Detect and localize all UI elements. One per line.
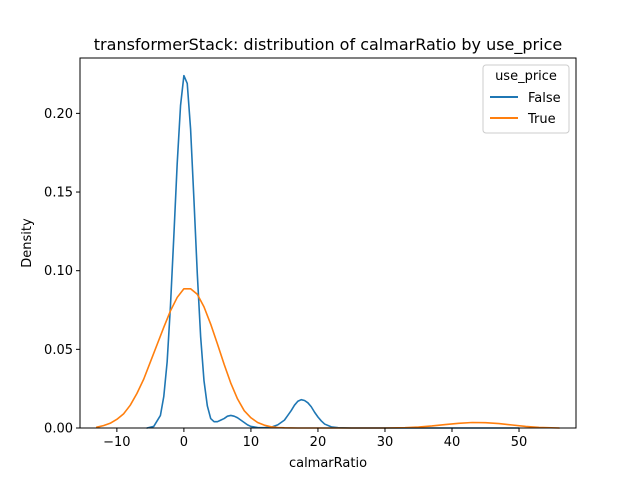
x-tick-label: 10 [243, 435, 260, 450]
legend: use_price False True [482, 64, 570, 134]
x-axis-label: calmarRatio [289, 456, 367, 471]
y-tick-label: 0.05 [44, 343, 73, 358]
x-tick-label: 40 [444, 435, 461, 450]
axes-frame [79, 57, 577, 429]
legend-label-true: True [527, 112, 556, 127]
plot-area [95, 74, 561, 429]
y-tick-label: 0.15 [44, 186, 73, 201]
x-tick-label: 30 [377, 435, 394, 450]
x-tick-label: 0 [180, 435, 188, 450]
x-tick-label: 20 [310, 435, 327, 450]
y-tick-label: 0.20 [44, 107, 73, 122]
legend-title: use_price [495, 69, 557, 84]
legend-box [482, 64, 570, 134]
x-tick-label: −10 [103, 435, 130, 450]
y-tick-label: 0.00 [44, 422, 73, 437]
series-line-true [95, 287, 561, 429]
chart-title: transformerStack: distribution of calmar… [94, 35, 562, 55]
legend-label-false: False [528, 91, 561, 106]
x-tick-label: 50 [511, 435, 528, 450]
y-axis-label: Density [20, 218, 35, 268]
y-tick-label: 0.10 [44, 264, 73, 279]
series-line-false [146, 74, 520, 429]
axis-ticks: −10 0 10 20 30 40 50 0.00 0.05 0.10 0.15 0.20 [44, 107, 527, 450]
